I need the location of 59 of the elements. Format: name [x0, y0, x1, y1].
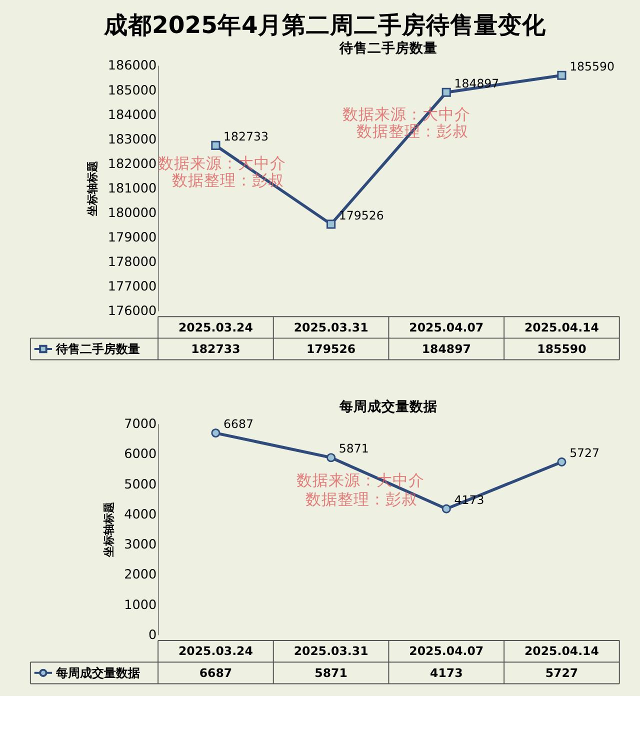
- data-label: 5871: [314, 666, 348, 680]
- text: 5727: [570, 446, 600, 460]
- y-tick-label: 186000: [108, 58, 157, 74]
- y-tick-label: 185000: [108, 83, 157, 98]
- x-tick-label: 2025.03.24: [178, 644, 253, 658]
- y-tick-label: 7000: [124, 417, 157, 432]
- y-tick-label: 184000: [108, 108, 157, 123]
- x-tick-label: 2025.04.14: [524, 320, 599, 334]
- text: 184897: [454, 76, 500, 90]
- x-tick-label: 2025.03.31: [294, 644, 368, 658]
- y-tick-label: 181000: [108, 181, 157, 196]
- y-tick-label: 1000: [124, 598, 157, 613]
- x-tick-label: 2025.04.14: [524, 644, 599, 658]
- y-tick-label: 4000: [124, 507, 157, 522]
- data-label: 4173: [430, 666, 463, 680]
- y-tick-label: 5000: [124, 477, 157, 492]
- y-tick-label: 182000: [108, 156, 157, 172]
- y-axis-title: 坐标轴标题: [86, 160, 100, 217]
- chart-title: 成都2025年4月第二周二手房待售量变化: [102, 10, 547, 39]
- x-tick-label: 2025.03.24: [178, 320, 253, 334]
- point: [326, 220, 336, 229]
- y-tick-label: 3000: [124, 538, 157, 553]
- text: 185590: [570, 59, 614, 74]
- annotation: 数据整理：彭叔: [306, 489, 418, 508]
- point: [326, 453, 336, 462]
- y-tick-label: 177000: [108, 280, 157, 295]
- annotation: 数据整理：彭叔: [172, 170, 284, 190]
- text: 6687: [224, 417, 254, 432]
- y-tick-label: 180000: [108, 206, 157, 221]
- y-axis-title: 坐标轴标题: [102, 502, 116, 558]
- x-tick-label: 2025.03.31: [294, 320, 368, 334]
- point: [211, 140, 220, 150]
- text: 179526: [338, 208, 384, 222]
- chart-subtitle: 待售二手房数量: [338, 40, 438, 57]
- data-label: 179526: [306, 342, 356, 356]
- point: [442, 88, 451, 97]
- data-label: 185590: [537, 342, 586, 356]
- legend-label: 每周成交量数据: [54, 666, 140, 680]
- data-label: 184897: [422, 342, 471, 356]
- y-tick-label: 176000: [108, 304, 157, 320]
- chart-subtitle: 每周成交量数据: [338, 398, 438, 415]
- text: 182733: [224, 130, 268, 144]
- y-tick-label: 183000: [108, 132, 157, 148]
- point: [557, 457, 566, 466]
- y-tick-label: 2000: [124, 568, 157, 583]
- y-tick-label: 0: [148, 628, 157, 644]
- legend-label: 待售二手房数量: [54, 342, 140, 356]
- y-tick-label: 179000: [108, 230, 157, 246]
- y-tick-label: 178000: [108, 255, 157, 270]
- data-label: 5727: [545, 666, 578, 680]
- point: [442, 504, 451, 514]
- data-label: 182733: [191, 342, 240, 356]
- x-tick-label: 2025.04.07: [409, 644, 484, 658]
- x-tick-label: 2025.04.07: [409, 320, 484, 334]
- y-tick-label: 6000: [124, 447, 157, 462]
- point: [557, 70, 566, 80]
- text: 5871: [338, 442, 369, 456]
- point: [211, 428, 220, 438]
- data-label: 6687: [199, 666, 232, 680]
